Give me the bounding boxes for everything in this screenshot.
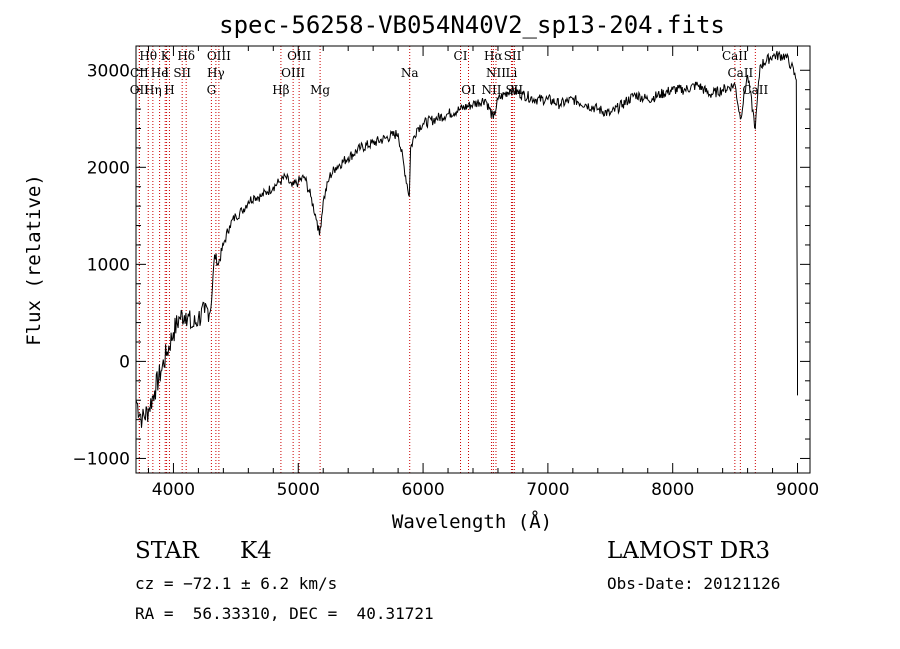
line-marker-label: Na bbox=[401, 66, 419, 80]
line-marker-label: SII bbox=[505, 83, 523, 97]
sky-coordinates: RA = 56.33310, DEC = 40.31721 bbox=[135, 604, 434, 623]
tick-label: 1000 bbox=[87, 255, 130, 275]
line-marker-label: OI bbox=[461, 83, 476, 97]
tick-label: 6000 bbox=[401, 480, 444, 500]
line-marker-label: Hδ bbox=[177, 49, 195, 63]
tick-label: 7000 bbox=[526, 480, 569, 500]
tick-label: 5000 bbox=[277, 480, 320, 500]
line-marker-label: NII bbox=[481, 83, 501, 97]
line-marker-label: K bbox=[161, 49, 171, 63]
tick-label: 8000 bbox=[651, 480, 694, 500]
tick-label: −1000 bbox=[72, 449, 130, 469]
tick-label: 0 bbox=[119, 352, 130, 372]
line-marker-label: Hη bbox=[144, 83, 162, 97]
line-marker-label: H bbox=[164, 83, 174, 97]
plot-frame bbox=[135, 45, 811, 474]
x-axis-label: Wavelength (Å) bbox=[392, 510, 552, 533]
spectrum-line bbox=[135, 50, 798, 428]
object-class: STAR bbox=[135, 538, 199, 564]
line-marker-label: SII bbox=[173, 66, 191, 80]
chart-title: spec-56258-VB054N40V2_sp13-204.fits bbox=[219, 11, 725, 39]
y-axis-label: Flux (relative) bbox=[23, 174, 45, 346]
line-marker-label: CaII bbox=[742, 83, 768, 97]
line-marker-label: Hγ bbox=[207, 66, 225, 80]
line-marker-label: Li bbox=[506, 66, 518, 80]
line-marker-label: OIII bbox=[287, 49, 311, 63]
line-marker-label: CII bbox=[130, 66, 149, 80]
line-marker-label: CI bbox=[454, 49, 468, 63]
line-markers bbox=[138, 46, 756, 473]
line-marker-label: OIII bbox=[207, 49, 231, 63]
axis-ticks: 4000 5000 6000 7000 8000 9000 −1000 0 1000 2000 30… bbox=[72, 46, 819, 500]
line-marker-label: He bbox=[151, 66, 169, 80]
line-marker-label: OIII bbox=[281, 66, 305, 80]
tick-label: 3000 bbox=[87, 61, 130, 81]
line-marker-label: Hβ bbox=[272, 83, 289, 97]
line-marker-label: I bbox=[164, 66, 169, 80]
line-marker-label: CaII bbox=[722, 49, 748, 63]
survey-label: LAMOST DR3 bbox=[607, 538, 771, 564]
line-marker-label: CaII bbox=[727, 66, 753, 80]
tick-label: 9000 bbox=[776, 480, 819, 500]
observation-date: Obs-Date: 20121126 bbox=[607, 574, 781, 593]
line-marker-label: G bbox=[207, 83, 217, 97]
line-marker-label: NII bbox=[486, 66, 506, 80]
line-marker-label: SII bbox=[504, 49, 522, 63]
object-subclass: K4 bbox=[240, 538, 272, 564]
line-marker-label: Hα bbox=[484, 49, 503, 63]
line-marker-label: Mg bbox=[310, 83, 330, 97]
line-marker-label: Hθ bbox=[139, 49, 157, 63]
redshift-cz: cz = −72.1 ± 6.2 km/s bbox=[135, 574, 338, 593]
tick-label: 4000 bbox=[152, 480, 195, 500]
tick-label: 2000 bbox=[87, 158, 130, 178]
